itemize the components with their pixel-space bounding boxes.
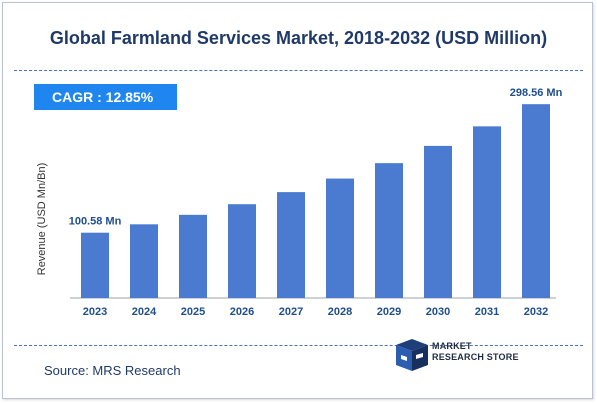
x-tick-2023: 2023 [83,306,107,318]
bar-2032 [522,104,550,298]
x-tick-2028: 2028 [328,306,352,318]
x-tick-2024: 2024 [132,306,157,318]
bar-2028 [326,178,354,298]
x-tick-2029: 2029 [377,306,401,318]
x-tick-2027: 2027 [279,306,303,318]
cagr-badge: CAGR : 12.85% [34,84,177,110]
x-tick-2031: 2031 [475,306,499,318]
x-tick-2026: 2026 [230,306,254,318]
bar-2031 [473,126,501,298]
x-tick-2030: 2030 [426,306,450,318]
logo-line-2: RESEARCH STORE [432,352,519,362]
bar-2029 [375,163,403,298]
bar-2026 [228,204,256,298]
market-research-store-logo-icon [396,339,428,371]
chart-title: Global Farmland Services Market, 2018-20… [49,28,548,48]
title-divider [14,70,583,71]
bar-2023 [81,232,109,298]
bar-2025 [179,214,207,298]
data-label-2032: 298.56 Mn [510,87,563,99]
logo-text: MARKET RESEARCH STORE [432,341,519,363]
source-text: Source: MRS Research [44,363,181,378]
logo-line-1: MARKET [432,341,472,351]
footer-divider [14,345,583,346]
x-tick-2025: 2025 [181,306,205,318]
data-label-2023: 100.58 Mn [69,216,122,228]
bar-2024 [130,224,158,298]
x-tick-2032: 2032 [524,306,548,318]
bar-2027 [277,192,305,298]
bar-2030 [424,145,452,298]
